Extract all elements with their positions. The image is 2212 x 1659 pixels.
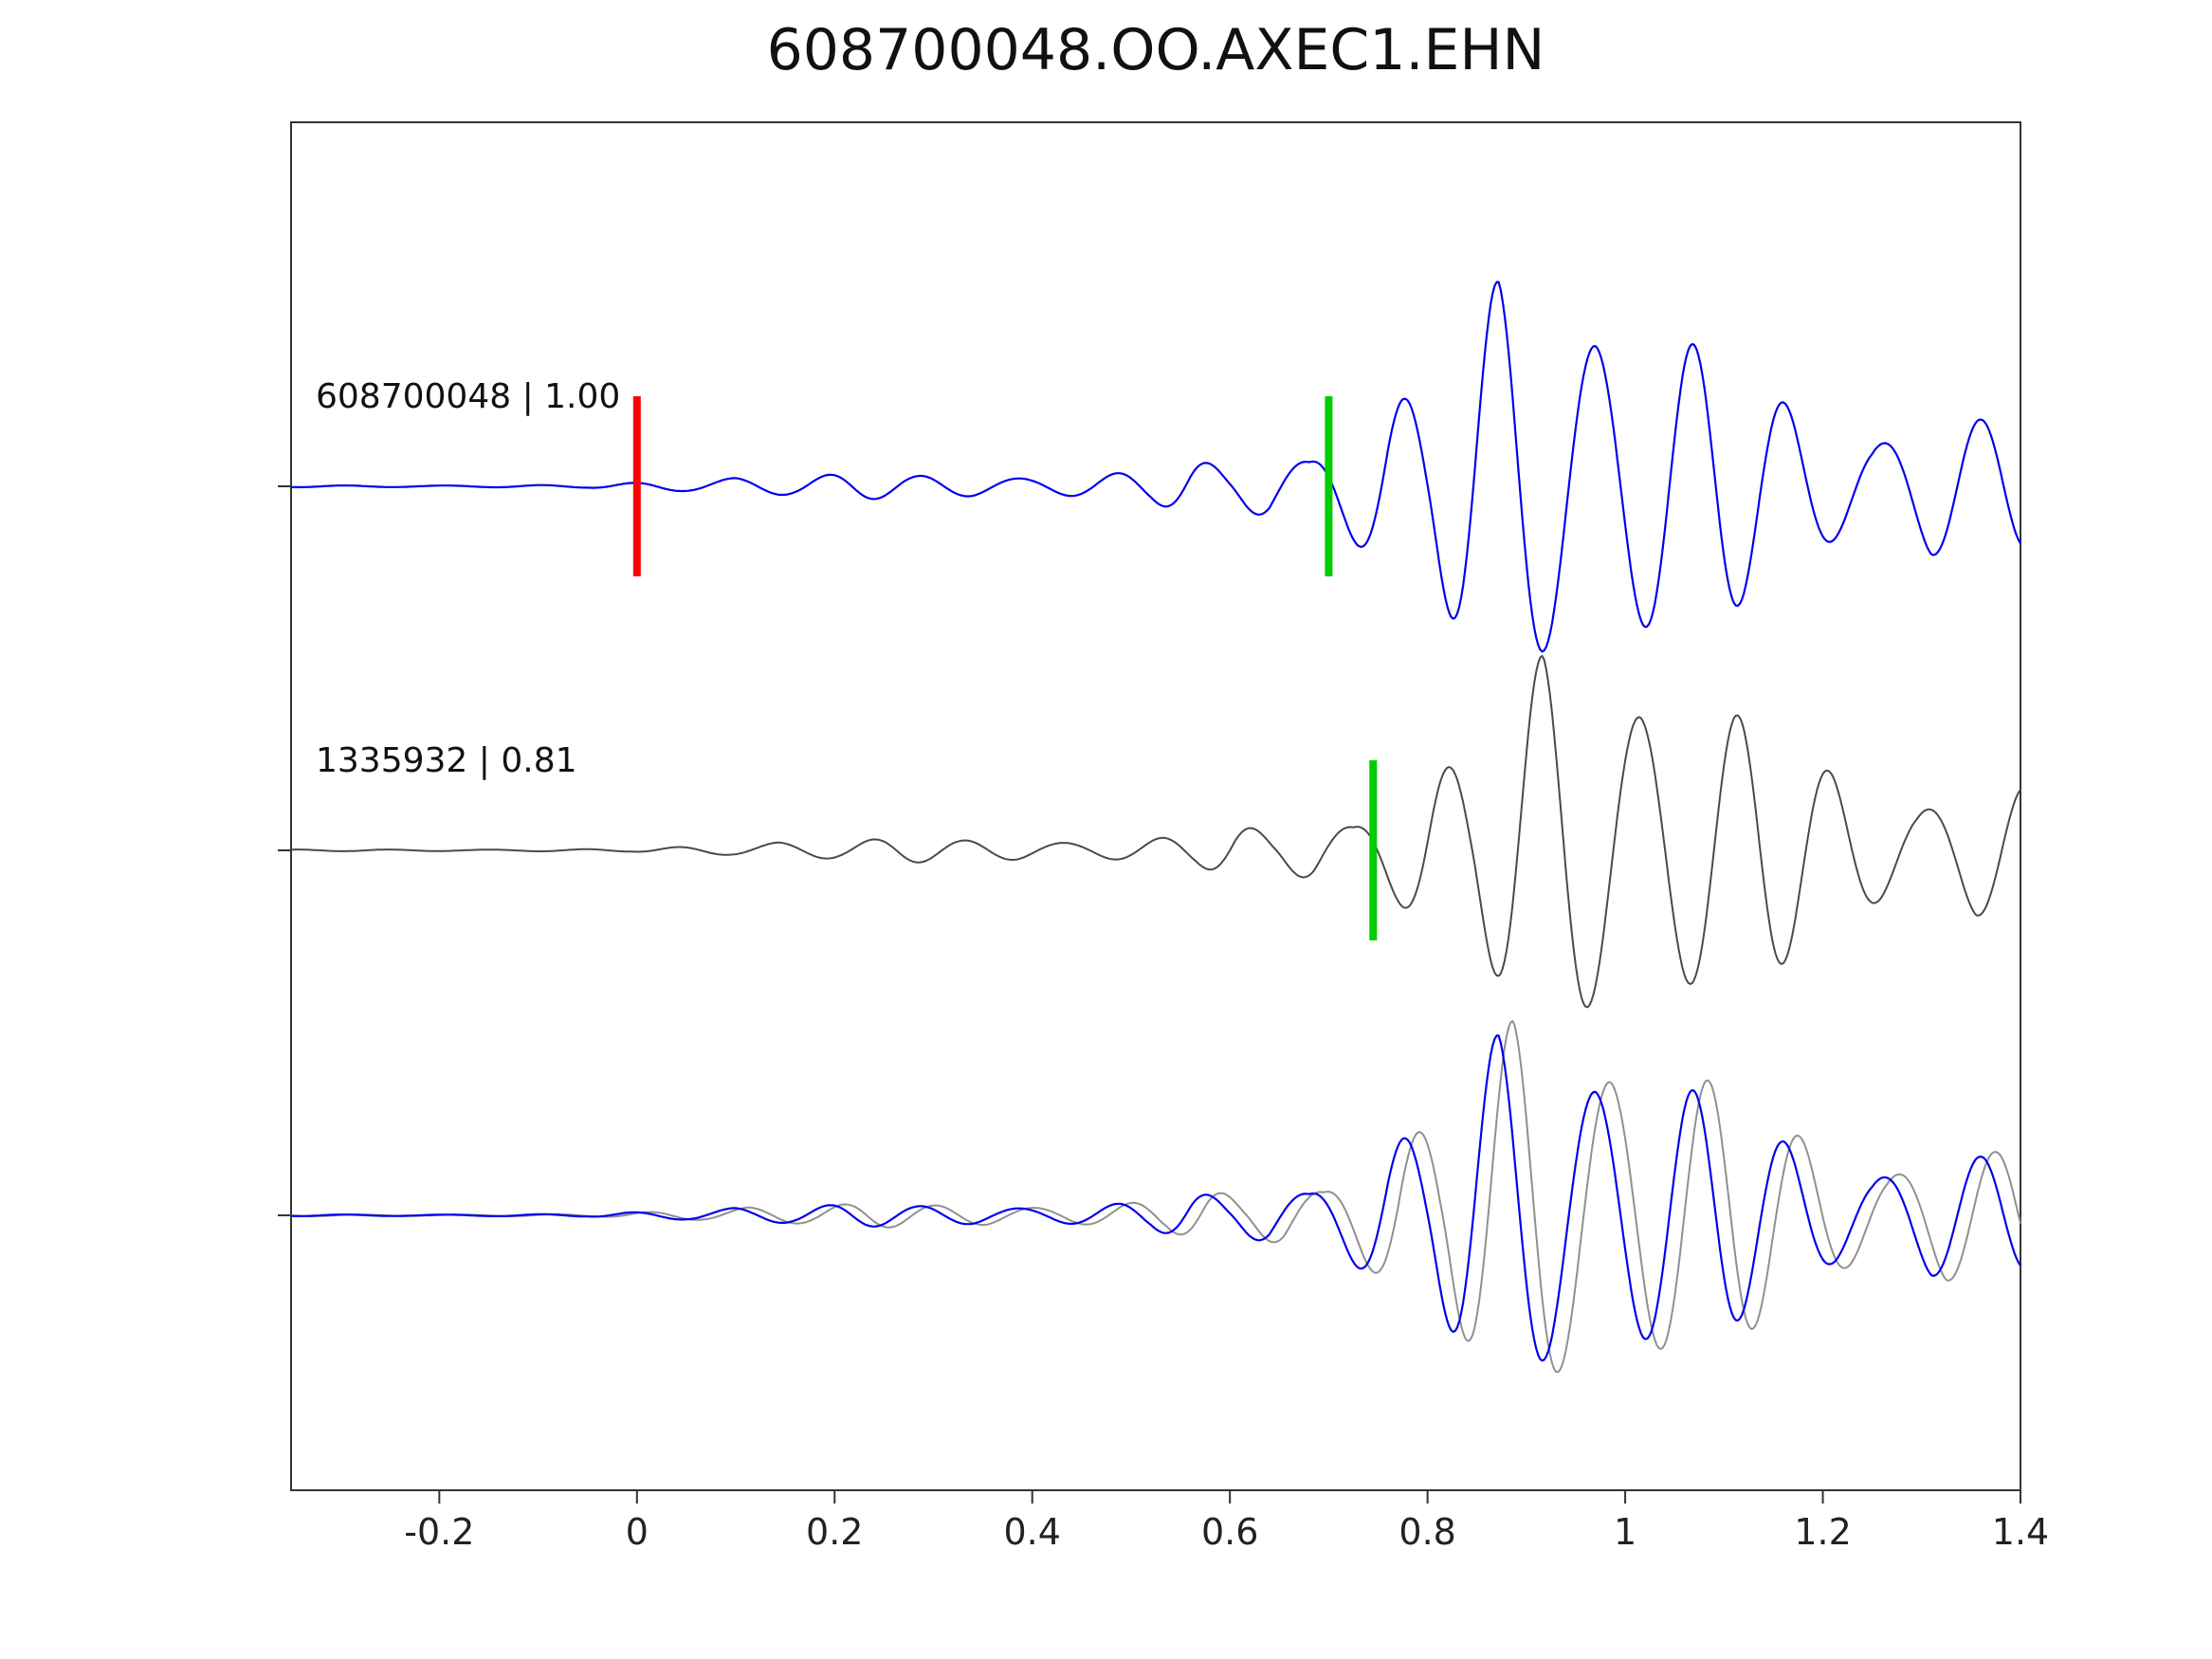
plot-box <box>290 121 2021 1491</box>
trace-608700048 <box>290 281 2021 653</box>
chart-title: 608700048.OO.AXEC1.EHN <box>766 17 1545 83</box>
overlay-trace-608700048 <box>290 1034 2021 1362</box>
x-tick-label: 1.2 <box>1794 1511 1852 1553</box>
x-tick-label: 0.4 <box>1003 1511 1061 1553</box>
x-tick-label: -0.2 <box>404 1511 475 1553</box>
x-tick-label: 1.4 <box>1991 1511 2050 1553</box>
x-tick-label: 1 <box>1613 1511 1637 1553</box>
x-tick-label: 0 <box>625 1511 649 1553</box>
x-tick-label: 0.2 <box>806 1511 864 1553</box>
trace-label-1335932: 1335932 | 0.81 <box>316 741 577 780</box>
overlay-trace-1335932 <box>290 1019 2021 1374</box>
trace-1335932 <box>291 654 2021 1009</box>
x-tick-label: 0.6 <box>1200 1511 1259 1553</box>
x-tick-label: 0.8 <box>1398 1511 1456 1553</box>
trace-label-608700048: 608700048 | 1.00 <box>316 377 621 416</box>
